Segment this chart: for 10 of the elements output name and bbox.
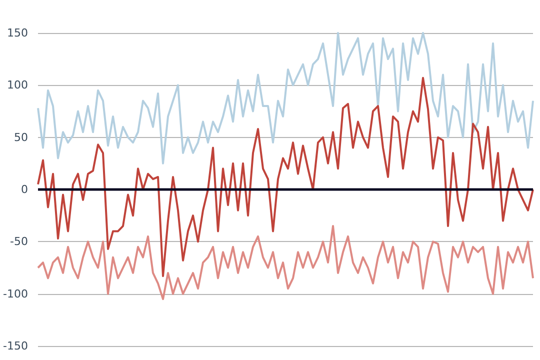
y-tick-label: -50	[10, 235, 28, 248]
y-tick-label: -150	[3, 340, 28, 352]
y-tick-label: 0	[21, 183, 28, 196]
y-tick-label: 100	[7, 78, 28, 92]
y-tick-label: 50	[14, 130, 28, 144]
y-tick-label: -100	[3, 287, 28, 300]
line-series	[37, 76, 534, 278]
y-tick-label: 150	[7, 26, 28, 40]
line-series	[37, 225, 534, 300]
line-series	[37, 32, 534, 164]
